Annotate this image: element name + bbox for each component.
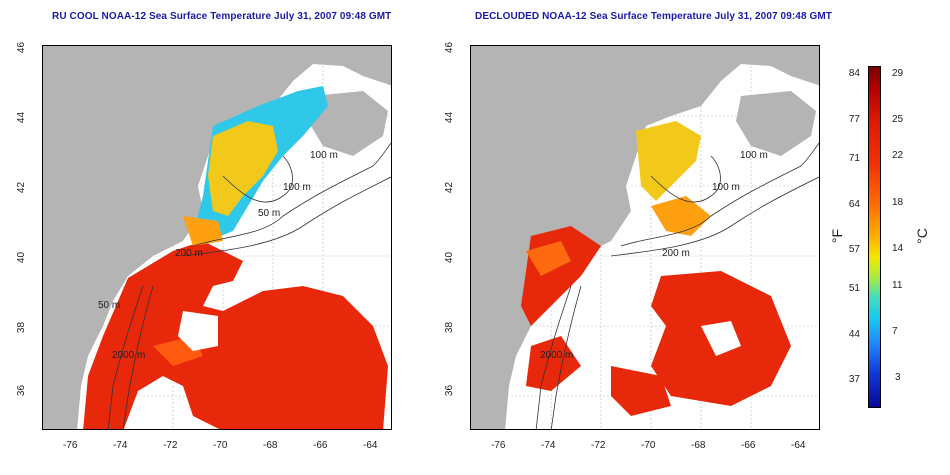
lon-tick: -74 xyxy=(113,440,128,451)
lat-tick: 44 xyxy=(16,111,28,124)
celsius-tick: 22 xyxy=(892,150,904,161)
lon-tick: -64 xyxy=(791,440,806,451)
fahrenheit-tick: 77 xyxy=(848,114,860,125)
fahrenheit-tick: 84 xyxy=(848,68,860,79)
fahrenheit-tick: 51 xyxy=(848,283,860,294)
land-mass xyxy=(43,46,391,429)
lat-tick: 38 xyxy=(444,321,456,334)
lat-tick: 36 xyxy=(444,384,456,397)
contour-label: 100 m xyxy=(310,150,338,161)
left-sst-map xyxy=(42,45,392,430)
celsius-tick: 29 xyxy=(892,68,904,79)
contour-label: 200 m xyxy=(175,248,203,259)
lat-tick: 38 xyxy=(16,321,28,334)
fahrenheit-tick: 37 xyxy=(848,374,860,385)
lon-tick: -76 xyxy=(491,440,506,451)
lon-tick: -68 xyxy=(691,440,706,451)
lon-tick: -74 xyxy=(541,440,556,451)
lon-tick: -76 xyxy=(63,440,78,451)
contour-label: 100 m xyxy=(712,182,740,193)
fahrenheit-unit-label: °F xyxy=(829,228,846,244)
right-sst-map xyxy=(470,45,820,430)
fahrenheit-tick: 44 xyxy=(848,329,860,340)
contour-label: 100 m xyxy=(283,182,311,193)
celsius-tick: 11 xyxy=(892,280,903,291)
fahrenheit-tick: 64 xyxy=(848,199,860,210)
left-panel-title: RU COOL NOAA-12 Sea Surface Temperature … xyxy=(52,11,392,22)
lat-tick: 46 xyxy=(444,41,456,54)
celsius-unit-label: °C xyxy=(913,228,930,244)
lat-tick: 36 xyxy=(16,384,28,397)
lat-tick: 42 xyxy=(16,181,28,194)
lon-tick: -72 xyxy=(591,440,606,451)
lon-tick: -66 xyxy=(741,440,756,451)
mid-sst-region xyxy=(636,121,701,201)
fahrenheit-tick: 71 xyxy=(848,153,860,164)
lat-tick: 42 xyxy=(444,181,456,194)
lat-tick: 40 xyxy=(444,251,456,264)
contour-label: 200 m xyxy=(662,248,690,259)
lat-tick: 46 xyxy=(16,41,28,54)
lat-tick: 40 xyxy=(16,251,28,264)
celsius-tick: 14 xyxy=(892,243,904,254)
lon-tick: -68 xyxy=(263,440,278,451)
contour-label: 2000 m xyxy=(112,350,146,361)
celsius-tick: 18 xyxy=(892,197,904,208)
lon-tick: -72 xyxy=(163,440,178,451)
celsius-tick: 3 xyxy=(895,372,901,383)
contour-label: 100 m xyxy=(740,150,768,161)
contour-label: 50 m xyxy=(98,300,121,311)
contour-label: 50 m xyxy=(258,208,281,219)
warm-sst-region xyxy=(83,241,388,429)
land-mass xyxy=(471,46,819,429)
right-panel-title: DECLOUDED NOAA-12 Sea Surface Temperatur… xyxy=(475,11,832,22)
lon-tick: -66 xyxy=(313,440,328,451)
fahrenheit-tick: 57 xyxy=(848,244,860,255)
contour-label: 2000 m xyxy=(540,350,574,361)
temperature-colorbar xyxy=(868,66,881,408)
lat-tick: 44 xyxy=(444,111,456,124)
lon-tick: -64 xyxy=(363,440,378,451)
lon-tick: -70 xyxy=(641,440,656,451)
celsius-tick: 25 xyxy=(892,114,904,125)
celsius-tick: 7 xyxy=(892,326,898,337)
lon-tick: -70 xyxy=(213,440,228,451)
